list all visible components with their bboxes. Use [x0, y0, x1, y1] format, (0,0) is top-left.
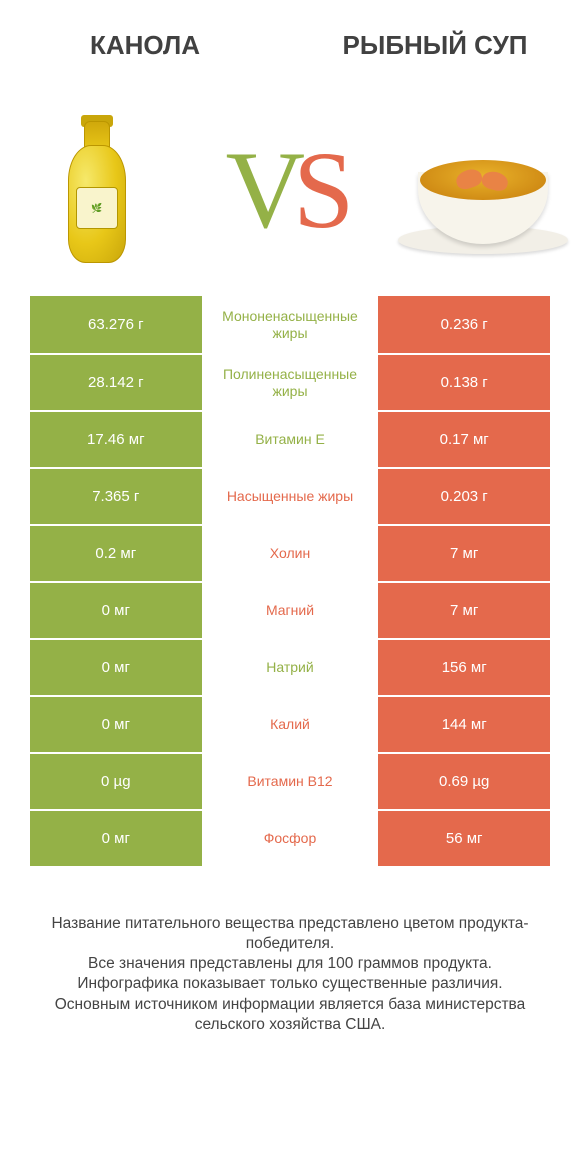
- header-left-title: КАНОЛА: [0, 31, 290, 60]
- value-left: 0 мг: [30, 640, 202, 695]
- value-left: 63.276 г: [30, 296, 202, 353]
- table-row: 7.365 гНасыщенные жиры0.203 г: [30, 467, 550, 524]
- oil-bottle-icon: 🌿: [62, 115, 132, 265]
- table-row: 17.46 мгВитамин E0.17 мг: [30, 410, 550, 467]
- comparison-table: 63.276 гМононенасыщенные жиры0.236 г28.1…: [0, 296, 580, 866]
- value-left: 0 мг: [30, 811, 202, 866]
- nutrient-name: Мононенасыщенные жиры: [202, 296, 379, 353]
- nutrient-name: Калий: [202, 697, 379, 752]
- soup-bowl-icon: [398, 120, 568, 260]
- value-right: 7 мг: [378, 526, 550, 581]
- value-right: 56 мг: [378, 811, 550, 866]
- value-right: 0.17 мг: [378, 412, 550, 467]
- value-left: 7.365 г: [30, 469, 202, 524]
- nutrient-name: Полиненасыщенные жиры: [202, 355, 379, 410]
- vs-s: S: [293, 135, 354, 245]
- table-row: 0 µgВитамин B120.69 µg: [30, 752, 550, 809]
- nutrient-name: Насыщенные жиры: [202, 469, 379, 524]
- value-right: 156 мг: [378, 640, 550, 695]
- value-right: 0.236 г: [378, 296, 550, 353]
- product-left-image: 🌿: [0, 115, 193, 265]
- value-left: 0.2 мг: [30, 526, 202, 581]
- table-row: 0 мгМагний7 мг: [30, 581, 550, 638]
- table-row: 0 мгНатрий156 мг: [30, 638, 550, 695]
- table-row: 0 мгКалий144 мг: [30, 695, 550, 752]
- value-left: 17.46 мг: [30, 412, 202, 467]
- value-left: 28.142 г: [30, 355, 202, 410]
- nutrient-name: Витамин B12: [202, 754, 379, 809]
- table-row: 0.2 мгХолин7 мг: [30, 524, 550, 581]
- value-right: 144 мг: [378, 697, 550, 752]
- value-right: 0.203 г: [378, 469, 550, 524]
- nutrient-name: Фосфор: [202, 811, 379, 866]
- product-right-image: [387, 120, 580, 260]
- value-left: 0 µg: [30, 754, 202, 809]
- footnote-text: Название питательного вещества представл…: [51, 915, 528, 1033]
- value-right: 0.69 µg: [378, 754, 550, 809]
- nutrient-name: Холин: [202, 526, 379, 581]
- footnote: Название питательного вещества представл…: [0, 866, 580, 1035]
- header-right-title: РЫБНЫЙ СУП: [290, 31, 580, 60]
- value-right: 7 мг: [378, 583, 550, 638]
- value-left: 0 мг: [30, 583, 202, 638]
- value-left: 0 мг: [30, 697, 202, 752]
- value-right: 0.138 г: [378, 355, 550, 410]
- nutrient-name: Натрий: [202, 640, 379, 695]
- header: КАНОЛА РЫБНЫЙ СУП: [0, 0, 580, 90]
- nutrient-name: Витамин E: [202, 412, 379, 467]
- table-row: 28.142 гПолиненасыщенные жиры0.138 г: [30, 353, 550, 410]
- table-row: 63.276 гМононенасыщенные жиры0.236 г: [30, 296, 550, 353]
- nutrient-name: Магний: [202, 583, 379, 638]
- vs-label: V S: [193, 135, 386, 245]
- table-row: 0 мгФосфор56 мг: [30, 809, 550, 866]
- images-row: 🌿 V S: [0, 90, 580, 290]
